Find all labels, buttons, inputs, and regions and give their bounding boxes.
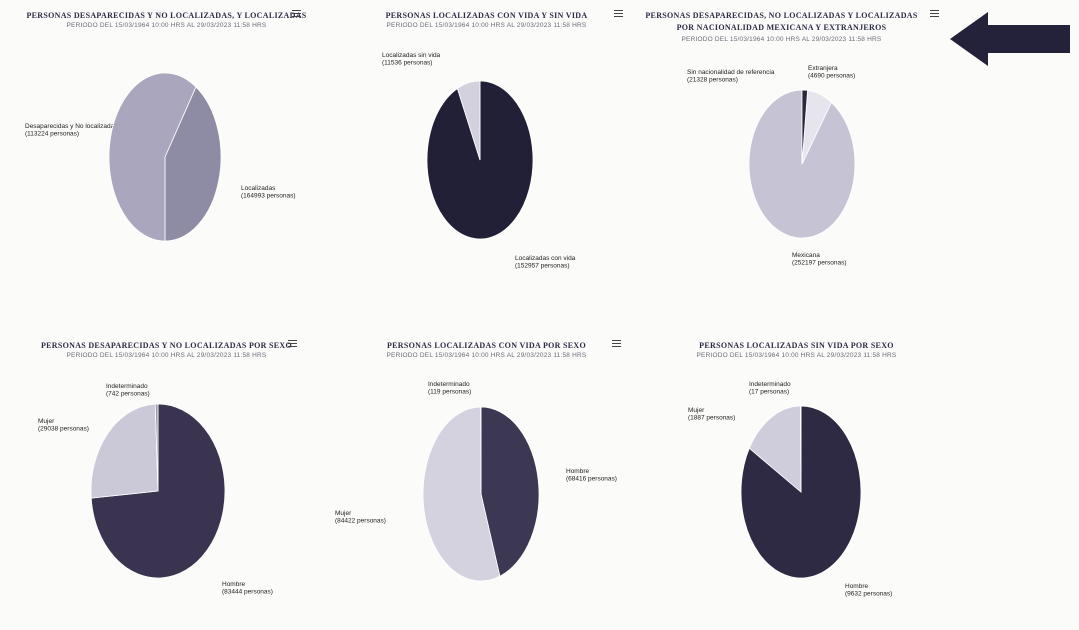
slice-value: (113224 personas) — [25, 131, 79, 138]
pie-slice-label: Indeterminado(17 personas) — [749, 381, 791, 396]
pie-slice-label: Hombre(9632 personas) — [845, 583, 892, 598]
pie-slice-label: Mexicana(252197 personas) — [792, 252, 847, 267]
slice-name: Sin nacionalidad de referencia — [687, 69, 775, 76]
pie-slice-label: Mujer(1887 personas) — [688, 407, 735, 422]
slice-name: Indeterminado — [428, 381, 470, 388]
slice-name: Hombre — [845, 583, 869, 590]
slice-name: Indeterminado — [749, 381, 791, 388]
chart-panel-sin-vida-sexo: PERSONAS LOCALIZADAS SIN VIDA POR SEXO P… — [630, 330, 985, 630]
pie-slice-label: Localizadas sin vida(11536 personas) — [382, 52, 441, 67]
slice-name: Indeterminado — [106, 383, 148, 390]
pie-slice-label: Hombre(83444 personas) — [222, 581, 273, 596]
slice-name: Mujer — [335, 510, 352, 517]
slice-value: (4690 personas) — [808, 73, 855, 80]
slice-name: Mexicana — [792, 252, 820, 259]
slice-name: Mujer — [688, 407, 705, 414]
slice-value: (164993 personas) — [241, 193, 296, 200]
pie-slice[interactable] — [91, 404, 158, 498]
pie-slice-label: Indeterminado(742 personas) — [106, 383, 150, 398]
pie-slice-label: Sin nacionalidad de referencia(21328 per… — [687, 69, 775, 84]
pie-slice-label: Hombre(68416 personas) — [566, 468, 617, 483]
pie-chart: Desaparecidas y No localizadas(113224 pe… — [0, 0, 355, 300]
chart-panel-desaparecidas-localizadas: PERSONAS DESAPARECIDAS Y NO LOCALIZADAS,… — [0, 0, 355, 300]
slice-value: (11536 personas) — [382, 60, 432, 67]
pie-slice-label: Localizadas con vida(152957 personas) — [515, 255, 576, 270]
slice-name: Hombre — [566, 468, 590, 475]
slice-value: (742 personas) — [106, 391, 150, 398]
slice-value: (21328 personas) — [687, 77, 738, 84]
slice-value: (29038 personas) — [38, 426, 89, 433]
left-arrow-icon — [948, 10, 1073, 68]
slice-name: Localizadas con vida — [515, 255, 576, 262]
slice-value: (9632 personas) — [845, 591, 892, 598]
pie-slice-label: Localizadas(164993 personas) — [241, 185, 296, 200]
slice-value: (1887 personas) — [688, 415, 735, 422]
pie-chart: Hombre(9632 personas) Mujer(1887 personas… — [630, 330, 985, 630]
pie-slice-label: Desaparecidas y No localizadas(113224 pe… — [25, 123, 118, 138]
slice-name: Localizadas — [241, 185, 276, 192]
slice-name: Mujer — [38, 418, 55, 425]
slice-name: Hombre — [222, 581, 246, 588]
pie-slice[interactable] — [800, 406, 801, 492]
slice-value: (68416 personas) — [566, 476, 617, 483]
chart-panel-desaparecidas-sexo: PERSONAS DESAPARECIDAS Y NO LOCALIZADAS … — [0, 330, 355, 630]
pie-chart: Localizadas con vida(152957 personas)Loc… — [320, 0, 675, 300]
chart-panel-localizadas-vida: PERSONAS LOCALIZADAS CON VIDA Y SIN VIDA… — [320, 0, 675, 300]
slice-name: Extranjera — [808, 65, 838, 72]
chart-panel-vida-sexo: PERSONAS LOCALIZADAS CON VIDA POR SEXO P… — [320, 330, 675, 630]
slice-value: (84422 personas) — [335, 518, 386, 525]
slice-value: (17 personas) — [749, 389, 789, 396]
slice-value: (252197 personas) — [792, 260, 847, 267]
slice-name: Desaparecidas y No localizadas — [25, 123, 118, 130]
pie-chart: Mexicana(252197 personas) Sin nacionalida… — [630, 0, 985, 300]
pie-slice-label: Extranjera(4690 personas) — [808, 65, 855, 80]
pie-slice-label: Indeterminado(119 personas) — [428, 381, 471, 396]
slice-value: (83444 personas) — [222, 589, 273, 596]
pie-slice-label: Mujer(29038 personas) — [38, 418, 89, 433]
slice-name: Localizadas sin vida — [382, 52, 441, 59]
slice-value: (119 personas) — [428, 389, 471, 396]
pie-chart: Hombre(68416 personas) Mujer(84422 person… — [320, 330, 675, 630]
slice-value: (152957 personas) — [515, 263, 570, 270]
pie-slice-label: Mujer(84422 personas) — [335, 510, 386, 525]
pie-chart: Hombre(83444 personas)Mujer(29038 person… — [0, 330, 355, 630]
chart-panel-nacionalidad: PERSONAS DESAPARECIDAS, NO LOCALIZADAS Y… — [630, 0, 985, 300]
